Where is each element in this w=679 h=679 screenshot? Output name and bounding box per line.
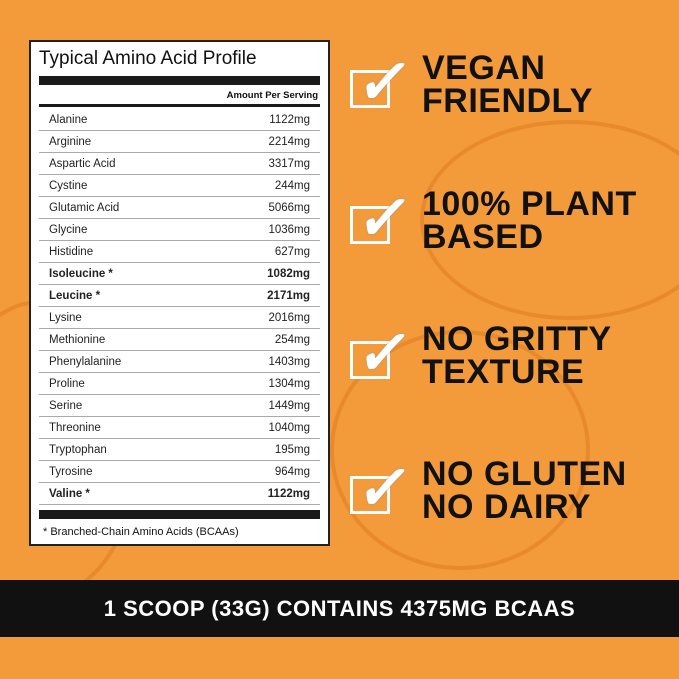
feature-line: NO GLUTEN xyxy=(422,455,627,493)
amino-acid-amount: 1449mg xyxy=(268,399,310,412)
checkbox-checked-icon: ✓ xyxy=(350,454,417,523)
feature-line: NO GRITTY xyxy=(422,320,612,358)
checkbox-checked-icon: ✓ xyxy=(350,184,417,253)
table-row: Glycine 1036mg xyxy=(39,219,320,241)
amino-acid-name: Threonine xyxy=(49,421,101,434)
table-row: Serine 1449mg xyxy=(39,395,320,417)
feature-line: BASED xyxy=(422,218,544,256)
footnote: * Branched-Chain Amino Acids (BCAAs) xyxy=(43,526,239,538)
amino-acid-amount: 254mg xyxy=(274,333,310,346)
background-swirl xyxy=(330,330,590,570)
amino-acid-name: Arginine xyxy=(49,135,92,148)
table-row: Lysine 2016mg xyxy=(39,307,320,329)
feature-line: VEGAN xyxy=(422,49,546,87)
amino-acid-amount: 1122mg xyxy=(269,113,310,126)
amino-acid-name: Leucine * xyxy=(49,289,101,302)
amino-acid-amount: 964mg xyxy=(274,465,310,478)
table-row: Isoleucine * 1082mg xyxy=(39,263,320,285)
amino-acid-amount: 627mg xyxy=(274,245,310,258)
table-row: Cystine 244mg xyxy=(39,175,320,197)
amino-acid-amount: 1036mg xyxy=(268,223,310,236)
feature-line: NO DAIRY xyxy=(422,488,591,526)
table-row: Arginine 2214mg xyxy=(39,131,320,153)
amino-acid-name: Lysine xyxy=(49,311,82,324)
amino-acid-name: Tyrosine xyxy=(49,465,93,478)
table-row: Valine * 1122mg xyxy=(39,483,320,505)
amino-acid-amount: 2016mg xyxy=(268,311,310,324)
divider xyxy=(39,76,320,85)
checkbox-checked-icon: ✓ xyxy=(350,319,417,388)
feature-line: TEXTURE xyxy=(422,353,585,391)
amino-acid-name: Isoleucine * xyxy=(49,267,113,280)
amino-acid-list: Alanine 1122mg Arginine 2214mg Aspartic Acid… xyxy=(39,109,320,505)
checkbox-checked-icon: ✓ xyxy=(350,48,417,117)
table-row: Glutamic Acid 5066mg xyxy=(39,197,320,219)
table-row: Aspartic Acid 3317mg xyxy=(39,153,320,175)
amino-acid-amount: 2214mg xyxy=(268,135,310,148)
table-row: Tryptophan 195mg xyxy=(39,439,320,461)
amino-acid-name: Cystine xyxy=(49,179,88,192)
table-row: Phenylalanine 1403mg xyxy=(39,351,320,373)
amino-acid-name: Histidine xyxy=(49,245,94,258)
background-swirl xyxy=(420,120,679,320)
table-row: Tyrosine 964mg xyxy=(39,461,320,483)
table-row: Histidine 627mg xyxy=(39,241,320,263)
amino-acid-name: Methionine xyxy=(49,333,106,346)
amino-acid-amount: 3317mg xyxy=(268,157,310,170)
amino-acid-amount: 1082mg xyxy=(267,267,310,280)
table-row: Threonine 1040mg xyxy=(39,417,320,439)
panel-title: Typical Amino Acid Profile xyxy=(39,48,257,69)
amino-acid-amount: 1403mg xyxy=(268,355,310,368)
amino-acid-amount: 1040mg xyxy=(268,421,310,434)
amino-acid-name: Phenylalanine xyxy=(49,355,122,368)
amino-acid-panel: Typical Amino Acid Profile Amount Per Se… xyxy=(29,40,330,546)
amino-acid-name: Alanine xyxy=(49,113,88,126)
table-row: Methionine 254mg xyxy=(39,329,320,351)
amino-acid-amount: 5066mg xyxy=(268,201,310,214)
divider xyxy=(39,104,320,107)
bcaa-banner: 1 SCOOP (33G) CONTAINS 4375MG BCAAS xyxy=(0,580,679,637)
column-header: Amount Per Serving xyxy=(226,90,318,101)
amino-acid-name: Glutamic Acid xyxy=(49,201,120,214)
table-row: Leucine * 2171mg xyxy=(39,285,320,307)
amino-acid-name: Valine * xyxy=(49,487,90,500)
amino-acid-amount: 244mg xyxy=(274,179,310,192)
amino-acid-name: Aspartic Acid xyxy=(49,157,116,170)
table-row: Alanine 1122mg xyxy=(39,109,320,131)
amino-acid-amount: 1122mg xyxy=(267,487,310,500)
table-row: Proline 1304mg xyxy=(39,373,320,395)
divider xyxy=(39,510,320,519)
amino-acid-name: Tryptophan xyxy=(49,443,107,456)
amino-acid-amount: 2171mg xyxy=(267,289,310,302)
amino-acid-amount: 195mg xyxy=(274,443,310,456)
amino-acid-name: Serine xyxy=(49,399,83,412)
amino-acid-name: Glycine xyxy=(49,223,88,236)
amino-acid-amount: 1304mg xyxy=(268,377,310,390)
amino-acid-name: Proline xyxy=(49,377,85,390)
feature-line: FRIENDLY xyxy=(422,82,593,120)
feature-line: 100% PLANT xyxy=(422,185,637,223)
